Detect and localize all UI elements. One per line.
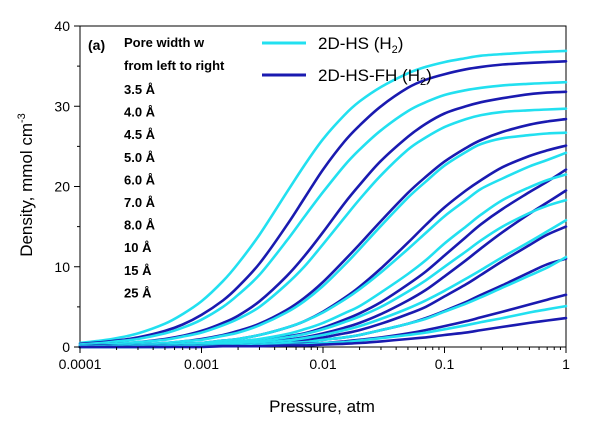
pore-width-label: 4.0 Å	[124, 105, 156, 120]
curve-2d-hs-fh-w3-5	[78, 60, 568, 346]
x-axis-title: Pressure, atm	[269, 397, 375, 416]
y-tick-label: 0	[62, 339, 70, 355]
pore-width-label: 8.0 Å	[124, 218, 156, 233]
x-tick-label: 0.1	[435, 356, 455, 372]
y-tick-label: 20	[54, 179, 70, 195]
curve-2d-hs-w4-5	[78, 107, 568, 347]
y-axis-title: Density, mmol cm-3	[16, 113, 36, 257]
pore-width-annotation: Pore width w from left to right 3.5 Å 4.0…	[124, 35, 225, 300]
legend-label-2d-hs: 2D-HS (H2)	[318, 34, 403, 56]
curve-2d-hs-w3-5	[78, 49, 568, 345]
panel-label: (a)	[88, 37, 105, 53]
pore-width-label: 15 Å	[124, 263, 152, 278]
x-tick-label: 0.01	[309, 356, 336, 372]
pore-width-label: 5.0 Å	[124, 150, 156, 165]
x-tick-label: 1	[562, 356, 570, 372]
y-tick-label: 10	[54, 259, 70, 275]
pore-width-label: 4.5 Å	[124, 127, 156, 142]
pore-width-label: 6.0 Å	[124, 172, 156, 187]
curve-2d-hs-w4-0	[78, 80, 568, 346]
annotation-header-line2: from left to right	[124, 58, 225, 73]
pore-width-label: 10 Å	[124, 240, 152, 255]
curves-group	[78, 49, 568, 349]
annotation-header-line1: Pore width w	[124, 35, 205, 50]
legend: 2D-HS (H2) 2D-HS-FH (H2)	[262, 34, 432, 88]
pore-width-label: 25 Å	[124, 285, 152, 300]
pore-width-label: 7.0 Å	[124, 195, 156, 210]
x-tick-label: 0.001	[184, 356, 219, 372]
pore-width-label: 3.5 Å	[124, 82, 156, 97]
legend-label-2d-hs-fh: 2D-HS-FH (H2)	[318, 66, 432, 88]
y-tick-label: 40	[54, 18, 70, 34]
y-tick-label: 30	[54, 98, 70, 114]
x-tick-label: 0.0001	[59, 356, 102, 372]
pore-width-list: 3.5 Å 4.0 Å 4.5 Å 5.0 Å 6.0 Å 7.0 Å 8.0 Å 10 Å 1…	[124, 82, 156, 300]
curve-2d-hs-w5-0	[78, 131, 568, 348]
